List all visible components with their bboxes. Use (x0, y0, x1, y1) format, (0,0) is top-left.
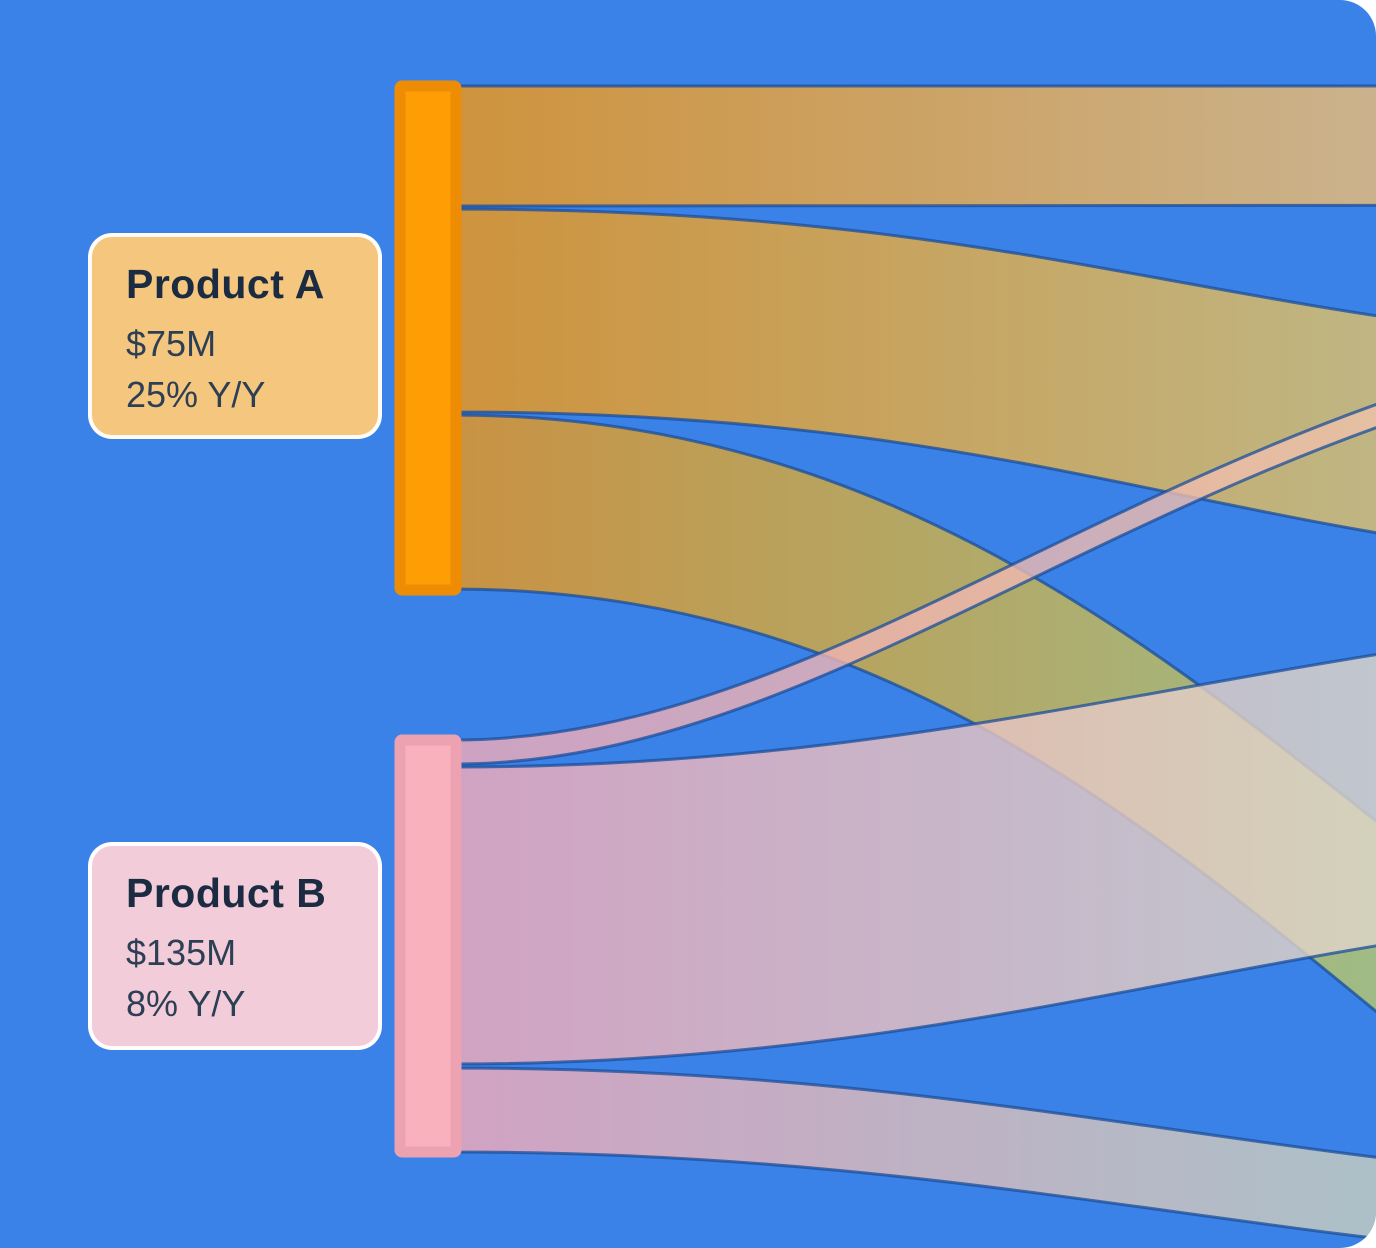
flow-b1 (452, 402, 1376, 766)
card-value: $135M (126, 932, 237, 973)
flow-b3 (452, 1066, 1376, 1240)
flow-a2 (452, 207, 1376, 535)
flow-layer (452, 84, 1376, 1240)
flow-a1 (452, 84, 1376, 208)
bar-product-b (394, 734, 462, 1158)
node-bar-layer (394, 80, 462, 1158)
card-title: Product A (126, 261, 325, 307)
node-card-product-a: Product A $75M 25% Y/Y (88, 233, 382, 439)
bar-product-a (394, 80, 462, 596)
card-value: $75M (126, 323, 217, 364)
flow-b2 (452, 653, 1376, 1066)
card-title: Product B (126, 870, 327, 916)
node-card-product-b: Product B $135M 8% Y/Y (88, 842, 382, 1050)
card-growth: 8% Y/Y (126, 983, 246, 1025)
card-growth: 25% Y/Y (126, 374, 266, 416)
